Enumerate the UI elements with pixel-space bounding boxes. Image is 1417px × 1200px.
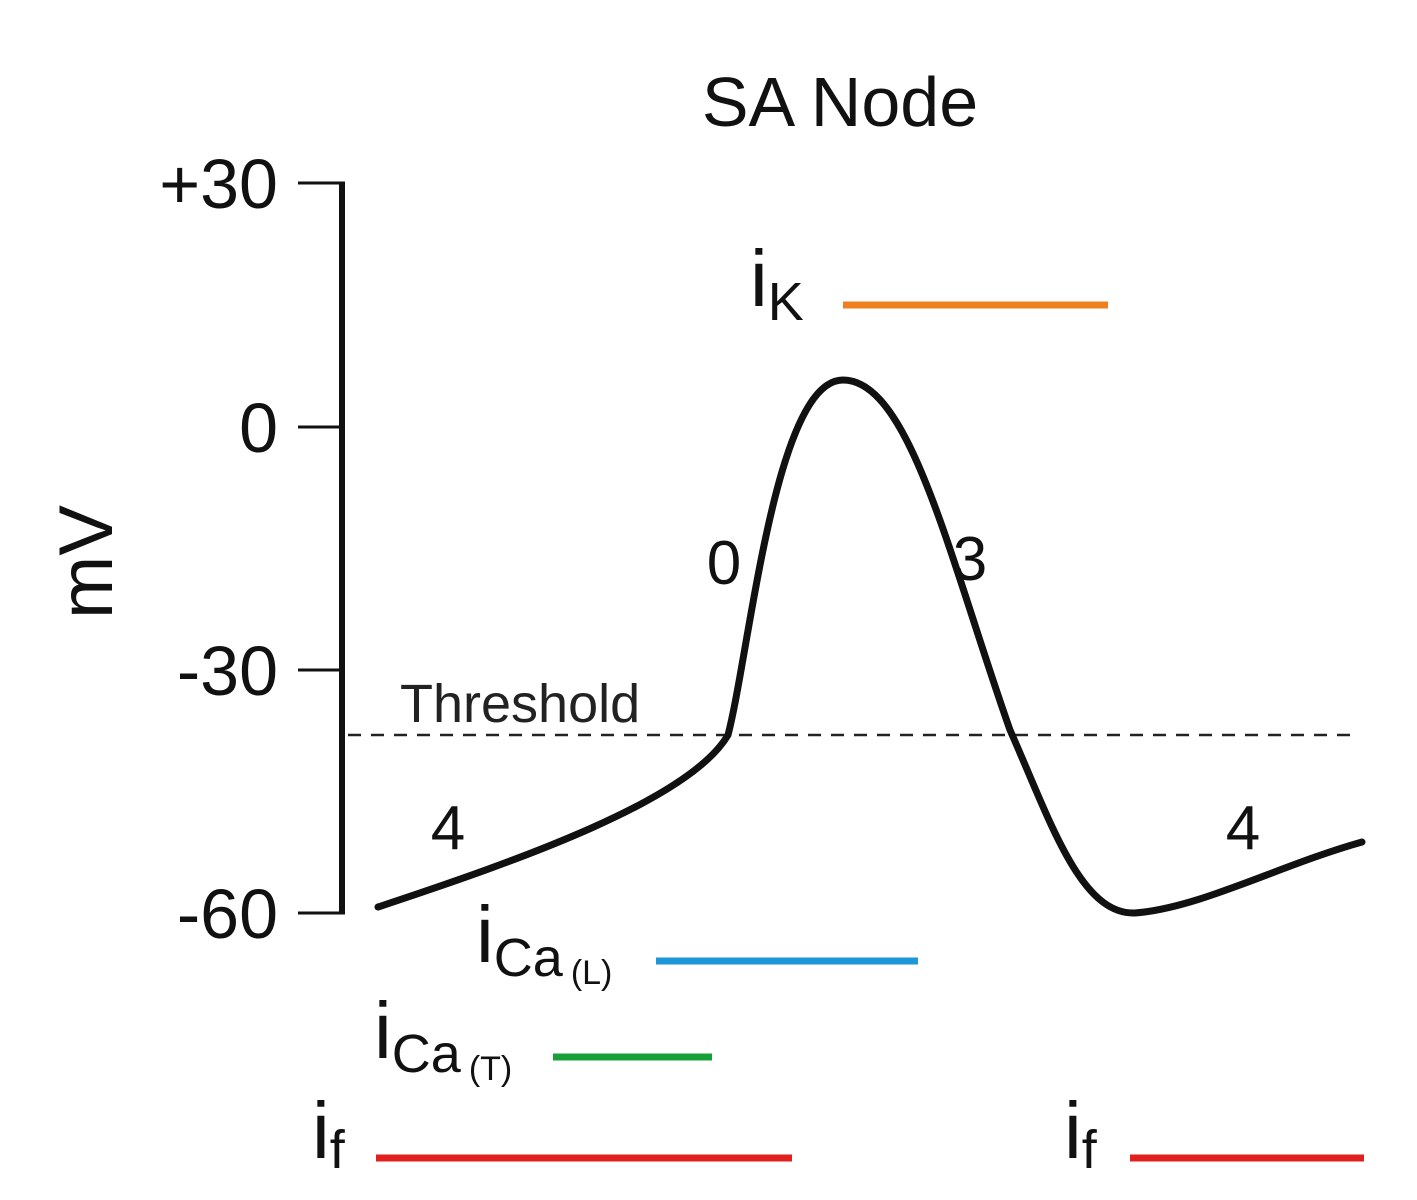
current-if-right: if	[1064, 1086, 1364, 1180]
phase-labels: 4 0 3 4	[431, 525, 1260, 863]
current-if-left-label: if	[312, 1086, 346, 1180]
current-ica-t-sub: Ca	[392, 1024, 462, 1084]
phase-label-3: 3	[953, 525, 987, 594]
current-ica-t-label: iCa (T)	[374, 986, 512, 1088]
phase-label-4-left: 4	[431, 794, 465, 863]
current-if-right-label: if	[1064, 1086, 1098, 1180]
current-ica-t-main: i	[374, 986, 392, 1075]
current-ik-label: iK	[750, 234, 804, 332]
current-ica-t-qualifier: (T)	[469, 1050, 512, 1088]
current-if-right-main: i	[1064, 1086, 1082, 1175]
y-axis-label: mV	[44, 505, 129, 619]
diagram-title: SA Node	[702, 63, 978, 141]
current-ica-l-qualifier: (L)	[571, 954, 613, 992]
y-tick-label-plus30: +30	[159, 145, 278, 223]
current-ik-sub: K	[768, 272, 804, 332]
threshold-label: Threshold	[400, 674, 640, 734]
current-ica-t: iCa (T)	[374, 986, 712, 1088]
current-if-left: if	[312, 1086, 792, 1180]
current-ica-l-main: i	[476, 890, 494, 979]
phase-label-4-right: 4	[1226, 794, 1260, 863]
y-tick-label-minus30: -30	[177, 632, 278, 710]
phase-label-0: 0	[707, 529, 741, 598]
y-tick-label-minus60: -60	[177, 875, 278, 953]
current-ica-l: iCa (L)	[476, 890, 918, 992]
action-potential-trace	[374, 376, 1366, 917]
current-ica-l-label: iCa (L)	[476, 890, 612, 992]
current-ica-l-sub: Ca	[494, 928, 564, 988]
current-ik: iK	[750, 234, 1108, 332]
current-ik-main: i	[750, 234, 768, 323]
y-axis: +30 0 -30 -60 mV	[44, 145, 345, 953]
current-if-left-main: i	[312, 1086, 330, 1175]
current-if-right-sub: f	[1082, 1120, 1098, 1180]
y-tick-label-0: 0	[239, 389, 278, 467]
current-if-left-sub: f	[330, 1120, 346, 1180]
